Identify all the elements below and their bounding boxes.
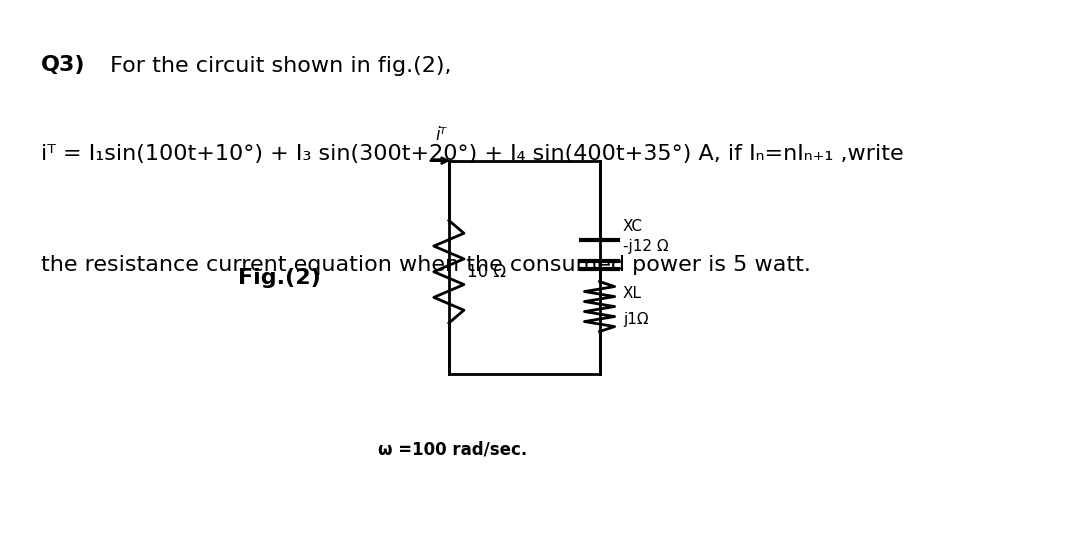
Text: For the circuit shown in fig.(2),: For the circuit shown in fig.(2), (103, 56, 451, 75)
Text: iᵀ = I₁sin(100t+10°) + I₃ sin(300t+20°) + I₄ sin(400t+35°) A, if Iₙ=nIₙ₊₁ ,write: iᵀ = I₁sin(100t+10°) + I₃ sin(300t+20°) … (41, 144, 904, 164)
Text: iᵀ: iᵀ (435, 125, 446, 144)
Text: the resistance current equation when the consumed power is 5 watt.: the resistance current equation when the… (41, 255, 811, 275)
Text: XL: XL (623, 286, 642, 301)
Text: j1Ω: j1Ω (623, 312, 649, 327)
Text: Q3): Q3) (41, 56, 85, 75)
Text: XC: XC (623, 219, 643, 234)
Text: ω =100 rad/sec.: ω =100 rad/sec. (378, 441, 527, 458)
Text: -j12 Ω: -j12 Ω (623, 239, 669, 254)
Text: 10 Ω: 10 Ω (468, 263, 507, 281)
Text: Fig.(2): Fig.(2) (238, 268, 321, 287)
